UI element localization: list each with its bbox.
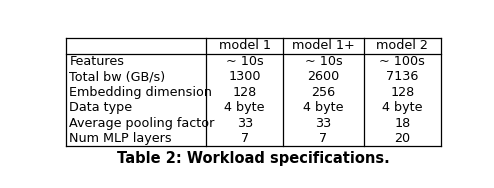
- Text: 7: 7: [241, 132, 249, 145]
- Text: ~ 10s: ~ 10s: [305, 55, 342, 68]
- Text: Table 2: Workload specifications.: Table 2: Workload specifications.: [117, 151, 390, 166]
- Text: Average pooling factor: Average pooling factor: [69, 117, 215, 130]
- Text: model 1: model 1: [219, 39, 271, 52]
- Text: Embedding dimension: Embedding dimension: [69, 86, 212, 99]
- Text: Num MLP layers: Num MLP layers: [69, 132, 172, 145]
- Text: ~ 10s: ~ 10s: [226, 55, 264, 68]
- Text: Data type: Data type: [69, 101, 132, 114]
- Text: 18: 18: [394, 117, 411, 130]
- Text: 33: 33: [315, 117, 331, 130]
- Text: 256: 256: [311, 86, 335, 99]
- Text: Total bw (GB/s): Total bw (GB/s): [69, 70, 165, 83]
- Text: 7136: 7136: [386, 70, 418, 83]
- Text: 20: 20: [394, 132, 411, 145]
- Text: 4 byte: 4 byte: [382, 101, 422, 114]
- Text: Features: Features: [69, 55, 124, 68]
- Text: 7: 7: [320, 132, 328, 145]
- Text: 128: 128: [390, 86, 414, 99]
- Text: 1300: 1300: [229, 70, 261, 83]
- Text: 33: 33: [237, 117, 253, 130]
- Text: 4 byte: 4 byte: [224, 101, 265, 114]
- Text: ~ 100s: ~ 100s: [379, 55, 425, 68]
- Text: model 1+: model 1+: [292, 39, 355, 52]
- Text: model 2: model 2: [376, 39, 428, 52]
- Text: 128: 128: [233, 86, 257, 99]
- Text: 2600: 2600: [307, 70, 340, 83]
- Text: 4 byte: 4 byte: [303, 101, 344, 114]
